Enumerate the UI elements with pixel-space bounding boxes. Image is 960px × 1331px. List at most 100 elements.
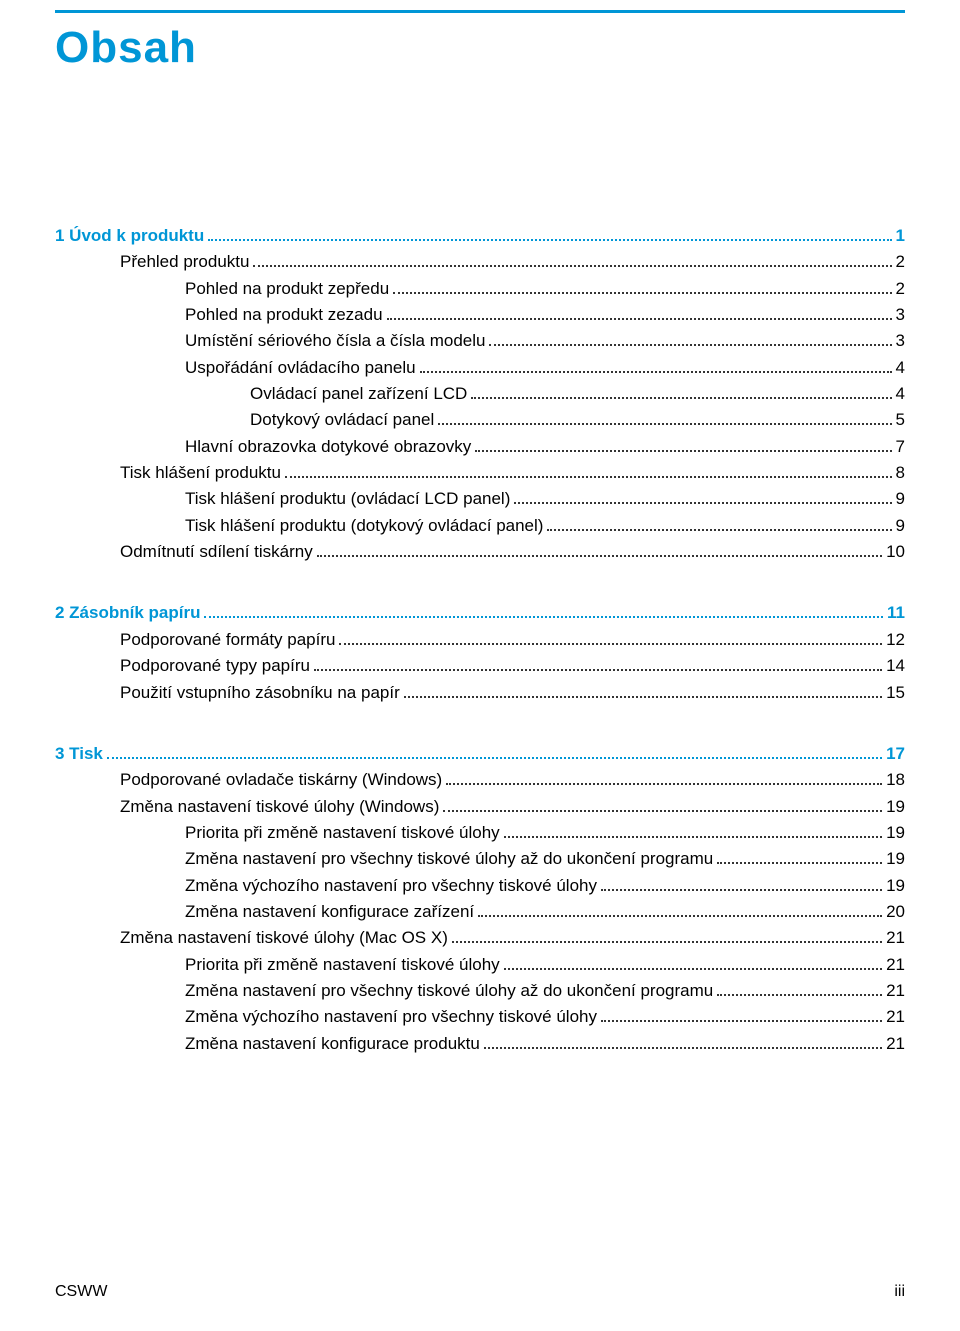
toc-entry: Pohled na produkt zepředu 2 — [55, 276, 905, 302]
toc-entry-page: 19 — [886, 873, 905, 899]
toc-entry-label: Tisk hlášení produktu (ovládací LCD pane… — [185, 486, 510, 512]
toc-entry: Změna nastavení tiskové úlohy (Windows) … — [55, 794, 905, 820]
toc-entry-page: 3 — [896, 302, 905, 328]
toc-entry-label: Pohled na produkt zezadu — [185, 302, 383, 328]
toc-dots — [717, 862, 882, 864]
toc-entry-label: Změna výchozího nastavení pro všechny ti… — [185, 873, 597, 899]
toc-entry-page: 21 — [886, 952, 905, 978]
toc-section: 2 Zásobník papíru 11Podporované formáty … — [55, 600, 905, 705]
toc-entry-label: Změna nastavení tiskové úlohy (Mac OS X) — [120, 925, 448, 951]
toc-dots — [717, 994, 882, 996]
toc-entry: Tisk hlášení produktu 8 — [55, 460, 905, 486]
toc-dots — [601, 889, 882, 891]
toc-entry-label: Podporované ovladače tiskárny (Windows) — [120, 767, 442, 793]
toc-entry-page: 2 — [896, 276, 905, 302]
toc-entry-label: Priorita při změně nastavení tiskové úlo… — [185, 820, 500, 846]
toc-entry-page: 20 — [886, 899, 905, 925]
toc-section: 3 Tisk 17Podporované ovladače tiskárny (… — [55, 741, 905, 1057]
toc-entry-page: 14 — [886, 653, 905, 679]
toc-heading-page: 17 — [886, 741, 905, 767]
toc-entry-label: Ovládací panel zařízení LCD — [250, 381, 467, 407]
toc-entry: Změna nastavení tiskové úlohy (Mac OS X)… — [55, 925, 905, 951]
toc-dots — [404, 696, 882, 698]
toc-entry: Odmítnutí sdílení tiskárny 10 — [55, 539, 905, 565]
toc-entry: Podporované typy papíru 14 — [55, 653, 905, 679]
toc-entry-label: Uspořádání ovládacího panelu — [185, 355, 416, 381]
toc-dots — [314, 669, 882, 671]
toc-heading-page: 11 — [887, 600, 905, 626]
toc-dots — [208, 239, 891, 241]
toc-entry-page: 8 — [896, 460, 905, 486]
footer-right: iii — [894, 1283, 905, 1301]
toc-entry-page: 9 — [896, 513, 905, 539]
toc-entry-page: 19 — [886, 820, 905, 846]
toc-entry-page: 5 — [896, 407, 905, 433]
toc-entry: Podporované formáty papíru 12 — [55, 627, 905, 653]
toc-entry-label: Podporované formáty papíru — [120, 627, 335, 653]
toc-entry-page: 9 — [896, 486, 905, 512]
toc-entry-page: 7 — [896, 434, 905, 460]
toc-dots — [438, 423, 891, 425]
toc-dots — [601, 1020, 882, 1022]
toc-entry-page: 21 — [886, 1004, 905, 1030]
toc-entry-label: Změna nastavení konfigurace produktu — [185, 1031, 480, 1057]
footer-left: CSWW — [55, 1283, 107, 1301]
toc-entry-label: Tisk hlášení produktu (dotykový ovládací… — [185, 513, 543, 539]
toc-entry-page: 4 — [896, 355, 905, 381]
toc-dots — [484, 1047, 882, 1049]
toc-entry: Dotykový ovládací panel 5 — [55, 407, 905, 433]
toc-entry-label: Umístění sériového čísla a čísla modelu — [185, 328, 485, 354]
toc-dots — [547, 529, 891, 531]
toc-entry-page: 19 — [886, 794, 905, 820]
toc-entry-label: Použití vstupního zásobníku na papír — [120, 680, 400, 706]
toc-entry: Změna nastavení konfigurace produktu 21 — [55, 1031, 905, 1057]
document-page: Obsah 1 Úvod k produktu 1Přehled produkt… — [0, 10, 960, 1331]
toc-entry: Změna nastavení pro všechny tiskové úloh… — [55, 978, 905, 1004]
toc-entry-page: 21 — [886, 1031, 905, 1057]
toc-dots — [317, 555, 882, 557]
toc-entry: Použití vstupního zásobníku na papír 15 — [55, 680, 905, 706]
toc-dots — [285, 476, 892, 478]
toc-dots — [107, 757, 882, 759]
toc-dots — [452, 941, 882, 943]
toc-entry-page: 18 — [886, 767, 905, 793]
toc-entry-page: 21 — [886, 978, 905, 1004]
toc-entry: Priorita při změně nastavení tiskové úlo… — [55, 820, 905, 846]
toc-heading: 1 Úvod k produktu 1 — [55, 223, 905, 249]
toc-heading-label: 3 Tisk — [55, 741, 103, 767]
toc-heading: 2 Zásobník papíru 11 — [55, 600, 905, 626]
toc-dots — [387, 318, 892, 320]
toc-entry-page: 21 — [886, 925, 905, 951]
toc-entry-label: Změna výchozího nastavení pro všechny ti… — [185, 1004, 597, 1030]
toc-section: 1 Úvod k produktu 1Přehled produktu 2Poh… — [55, 223, 905, 565]
table-of-contents: 1 Úvod k produktu 1Přehled produktu 2Poh… — [55, 223, 905, 1057]
toc-entry-label: Změna nastavení tiskové úlohy (Windows) — [120, 794, 439, 820]
toc-dots — [339, 643, 882, 645]
toc-entry-page: 2 — [896, 249, 905, 275]
toc-entry-page: 4 — [896, 381, 905, 407]
toc-entry-page: 3 — [896, 328, 905, 354]
toc-dots — [489, 344, 891, 346]
toc-dots — [393, 292, 891, 294]
toc-entry: Pohled na produkt zezadu 3 — [55, 302, 905, 328]
toc-dots — [471, 397, 891, 399]
toc-entry: Změna nastavení konfigurace zařízení 20 — [55, 899, 905, 925]
toc-dots — [420, 371, 892, 373]
toc-entry: Podporované ovladače tiskárny (Windows) … — [55, 767, 905, 793]
toc-entry: Hlavní obrazovka dotykové obrazovky 7 — [55, 434, 905, 460]
page-footer: CSWW iii — [55, 1283, 905, 1301]
toc-entry: Změna výchozího nastavení pro všechny ti… — [55, 1004, 905, 1030]
toc-entry: Změna výchozího nastavení pro všechny ti… — [55, 873, 905, 899]
toc-heading-label: 1 Úvod k produktu — [55, 223, 204, 249]
toc-entry-label: Přehled produktu — [120, 249, 249, 275]
top-rule — [55, 10, 905, 13]
toc-entry-label: Změna nastavení konfigurace zařízení — [185, 899, 474, 925]
toc-entry-label: Hlavní obrazovka dotykové obrazovky — [185, 434, 471, 460]
toc-entry-page: 10 — [886, 539, 905, 565]
toc-heading-page: 1 — [896, 223, 905, 249]
toc-entry-page: 19 — [886, 846, 905, 872]
toc-dots — [504, 968, 882, 970]
toc-entry-label: Tisk hlášení produktu — [120, 460, 281, 486]
toc-heading-label: 2 Zásobník papíru — [55, 600, 200, 626]
toc-dots — [253, 265, 891, 267]
